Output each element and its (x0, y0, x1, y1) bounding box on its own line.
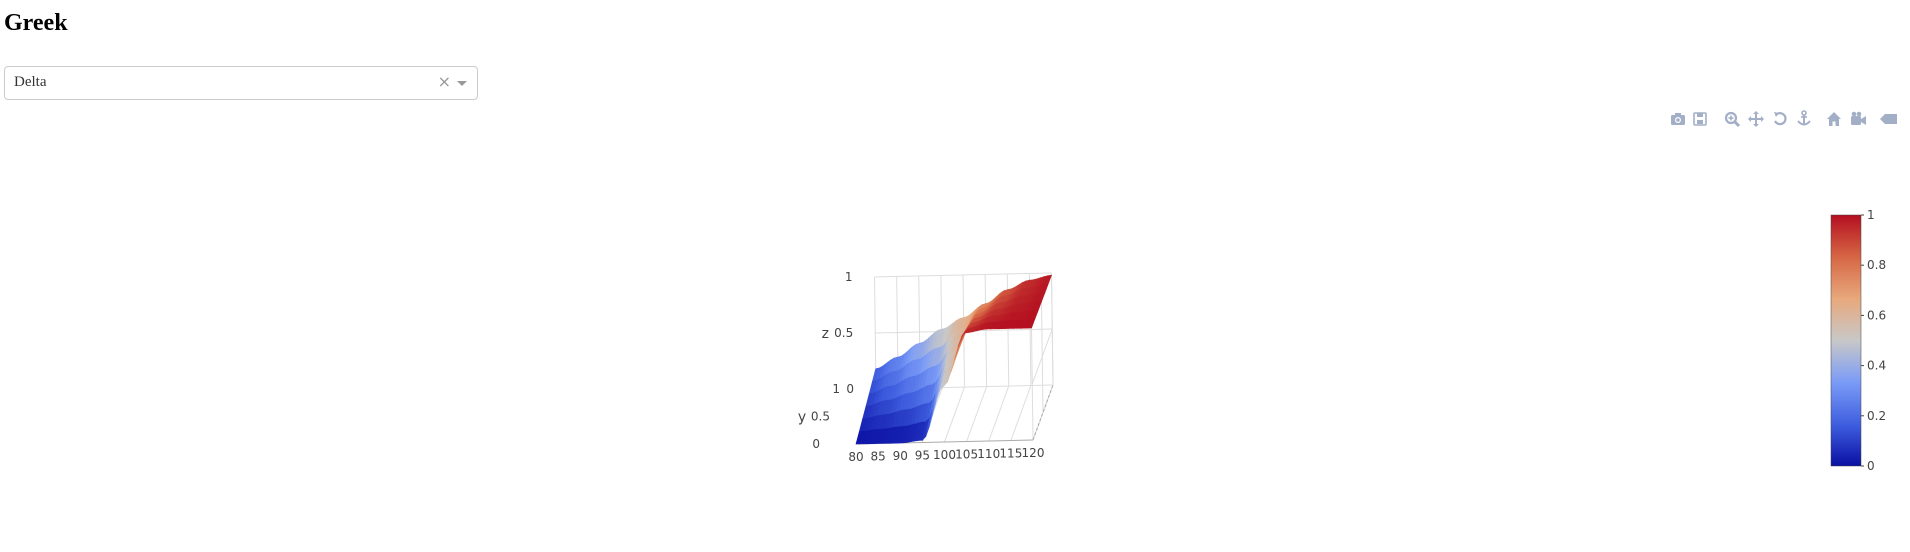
colorbar-gradient (1830, 214, 1862, 467)
zoom-icon[interactable] (1723, 110, 1741, 128)
x-tick-label: 80 (848, 450, 863, 464)
delta-surface (855, 274, 1052, 445)
z-tick-label: 0.5 (834, 326, 853, 340)
grid-line (966, 386, 988, 442)
surface-patch (1027, 318, 1036, 329)
x-tick-label: 110 (977, 447, 1000, 461)
colorbar-tick-label: 0.4 (1867, 359, 1886, 373)
x-tick-label: 120 (1022, 446, 1045, 460)
colorbar: 0 0.2 0.4 0.6 0.8 1 (1830, 208, 1886, 473)
dropdown-selected-value: Delta (14, 74, 47, 90)
grid-line (1032, 384, 1054, 441)
grid-line (874, 272, 1052, 278)
clear-icon[interactable]: × (437, 72, 451, 91)
y-tick-label: 0 (812, 437, 820, 451)
grid-line (944, 386, 965, 443)
home-icon[interactable] (1825, 110, 1843, 128)
z-tick-label: 1 (845, 270, 853, 284)
colorbar-tick-label: 0 (1867, 459, 1875, 473)
colorbar-tick-label: 1 (1867, 208, 1875, 222)
y-axis-title: y (798, 410, 806, 426)
orbit-icon[interactable] (1771, 110, 1789, 128)
page-title: Greek (4, 10, 68, 36)
grid-line (1010, 385, 1032, 441)
grid-line (988, 385, 1010, 442)
chevron-down-icon[interactable] (457, 81, 467, 86)
pan-icon[interactable] (1747, 110, 1765, 128)
x-tick-label: 100 (933, 448, 956, 462)
x-tick-label: 85 (870, 450, 885, 464)
colorbar-tick-label: 0.6 (1867, 308, 1886, 322)
save-icon[interactable] (1691, 110, 1709, 128)
x-tick-label: 90 (893, 449, 908, 463)
greek-dropdown[interactable]: Delta × (4, 66, 478, 100)
y-tick-label: 0.5 (811, 410, 830, 424)
x-tick-label: 115 (999, 447, 1022, 461)
z-axis-title: z (822, 326, 829, 342)
x-tick-label: 95 (915, 449, 930, 463)
y-tick-label: 1 (832, 382, 840, 396)
colorbar-tick-label: 0.2 (1867, 409, 1886, 423)
reset-camera-icon[interactable] (1849, 110, 1867, 128)
modebar (0, 110, 1910, 130)
hover-icon[interactable] (1879, 110, 1903, 128)
camera-icon[interactable] (1669, 110, 1687, 128)
colorbar-tick-label: 0.8 (1867, 258, 1886, 272)
turntable-icon[interactable] (1795, 110, 1813, 128)
grid-line (1031, 328, 1053, 385)
z-tick-label: 0 (846, 382, 854, 396)
x-tick-label: 105 (955, 448, 978, 462)
